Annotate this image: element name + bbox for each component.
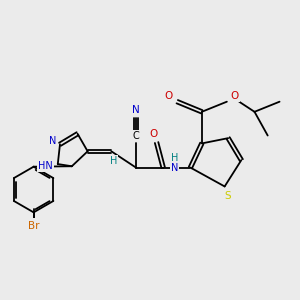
Text: N: N — [171, 164, 178, 173]
Text: N: N — [49, 136, 56, 146]
Text: HN: HN — [38, 161, 53, 171]
Text: H: H — [110, 156, 117, 166]
Text: Br: Br — [28, 220, 39, 230]
Text: N: N — [132, 105, 140, 115]
Text: H: H — [171, 153, 178, 163]
Text: O: O — [231, 92, 239, 101]
Text: C: C — [133, 131, 139, 141]
Text: O: O — [149, 129, 157, 139]
Text: S: S — [225, 191, 232, 201]
Text: O: O — [164, 92, 172, 101]
